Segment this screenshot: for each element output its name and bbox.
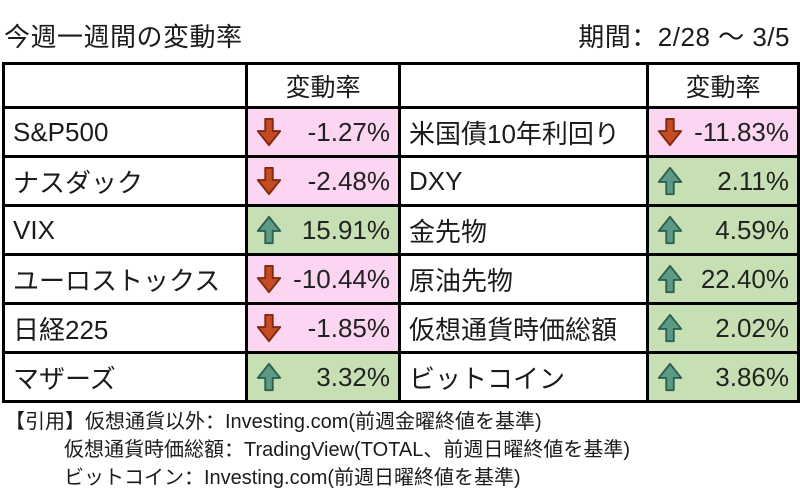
change-rate-cell-content: -10.44% <box>250 258 397 301</box>
empty-header-cell-left <box>2 62 248 109</box>
down-arrow-icon <box>256 264 282 294</box>
page-title: 今週一週間の変動率 <box>4 22 243 52</box>
instrument-label: S&P500 <box>2 106 248 158</box>
change-rate-value: 4.59% <box>715 214 789 245</box>
change-rate-cell-content: -2.48% <box>250 160 397 203</box>
up-arrow-icon <box>256 215 282 245</box>
citation-note: 【引用】仮想通貨以外：Investing.com(前週金曜終値を基準) 仮想通貨… <box>0 408 800 492</box>
up-arrow-icon <box>657 362 683 392</box>
table-row: マザーズ 3.32% ビットコイン 3.86% <box>2 351 800 403</box>
change-rate-cell: 2.02% <box>646 302 800 354</box>
change-rate-cell: 15.91% <box>245 204 401 256</box>
down-arrow-icon <box>256 166 282 196</box>
citation-line-3: ビットコイン：Investing.com(前週日曜終値を基準) <box>64 467 521 489</box>
up-arrow-icon <box>256 362 282 392</box>
instrument-label: 日経225 <box>2 302 248 354</box>
down-arrow-icon <box>256 313 282 343</box>
change-rate-cell-content: 2.02% <box>651 307 796 350</box>
change-rate-value: -1.85% <box>307 312 390 343</box>
change-rate-cell-content: -11.83% <box>651 111 796 154</box>
down-arrow-icon <box>657 117 683 147</box>
instrument-label: VIX <box>2 204 248 256</box>
instrument-label: 米国債10年利回り <box>398 106 649 158</box>
table-row: VIX 15.91% 金先物 4.59% <box>2 204 800 256</box>
up-arrow-icon <box>657 313 683 343</box>
change-rate-value: 2.11% <box>717 165 789 196</box>
citation-line-2: 仮想通貨時価総額：TradingView(TOTAL、前週日曜終値を基準) <box>64 439 630 461</box>
change-rate-cell-content: 3.86% <box>651 356 796 399</box>
table-row: ユーロストックス -10.44% 原油先物 22.40% <box>2 253 800 305</box>
up-arrow-icon <box>657 166 683 196</box>
change-rate-value: -11.83% <box>694 116 789 147</box>
change-rate-cell-content: 2.11% <box>651 160 796 203</box>
instrument-label: 仮想通貨時価総額 <box>398 302 649 354</box>
instrument-label: 原油先物 <box>398 253 649 305</box>
change-rate-cell: -10.44% <box>245 253 401 305</box>
change-rate-table: 変動率 変動率 S&P500 -1.27% 米国債10年利回り -11.83% ナスダッ… <box>2 62 800 403</box>
change-rate-cell-content: 3.32% <box>250 356 397 399</box>
change-rate-cell-content: 4.59% <box>651 209 796 252</box>
down-arrow-icon <box>256 117 282 147</box>
instrument-label: DXY <box>398 155 649 207</box>
change-rate-value: 15.91% <box>301 214 390 245</box>
up-arrow-icon <box>657 215 683 245</box>
change-rate-cell-content: 15.91% <box>250 209 397 252</box>
table-header-row: 変動率 変動率 <box>2 62 800 109</box>
change-rate-value: 22.40% <box>700 263 789 294</box>
change-rate-cell: 3.32% <box>245 351 401 403</box>
up-arrow-icon <box>657 264 683 294</box>
change-rate-cell: 2.11% <box>646 155 800 207</box>
change-rate-cell: -1.27% <box>245 106 401 158</box>
period-label: 期間：2/28 ～ 3/5 <box>578 22 790 52</box>
change-rate-header-left: 変動率 <box>245 62 401 109</box>
empty-header-cell-right <box>398 62 649 109</box>
instrument-label: マザーズ <box>2 351 248 403</box>
change-rate-value: -10.44% <box>293 263 390 294</box>
change-rate-cell: -1.85% <box>245 302 401 354</box>
table-row: ナスダック -2.48% DXY 2.11% <box>2 155 800 207</box>
change-rate-value: -2.48% <box>307 165 390 196</box>
instrument-label: ユーロストックス <box>2 253 248 305</box>
change-rate-cell-content: 22.40% <box>651 258 796 301</box>
change-rate-cell-content: -1.27% <box>250 111 397 154</box>
citation-line-1: 【引用】仮想通貨以外：Investing.com(前週金曜終値を基準) <box>5 411 542 433</box>
change-rate-cell: -11.83% <box>646 106 800 158</box>
instrument-label: ナスダック <box>2 155 248 207</box>
change-rate-header-right: 変動率 <box>646 62 800 109</box>
instrument-label: 金先物 <box>398 204 649 256</box>
table-row: S&P500 -1.27% 米国債10年利回り -11.83% <box>2 106 800 158</box>
instrument-label: ビットコイン <box>398 351 649 403</box>
change-rate-value: -1.27% <box>307 116 390 147</box>
change-rate-cell: 3.86% <box>646 351 800 403</box>
change-rate-cell: 4.59% <box>646 204 800 256</box>
change-rate-cell: -2.48% <box>245 155 401 207</box>
change-rate-value: 3.32% <box>316 361 390 392</box>
change-rate-cell-content: -1.85% <box>250 307 397 350</box>
change-rate-value: 3.86% <box>715 361 789 392</box>
titlebar: 今週一週間の変動率 期間：2/28 ～ 3/5 <box>0 0 800 62</box>
table-row: 日経225 -1.85% 仮想通貨時価総額 2.02% <box>2 302 800 354</box>
change-rate-cell: 22.40% <box>646 253 800 305</box>
change-rate-value: 2.02% <box>715 312 789 343</box>
